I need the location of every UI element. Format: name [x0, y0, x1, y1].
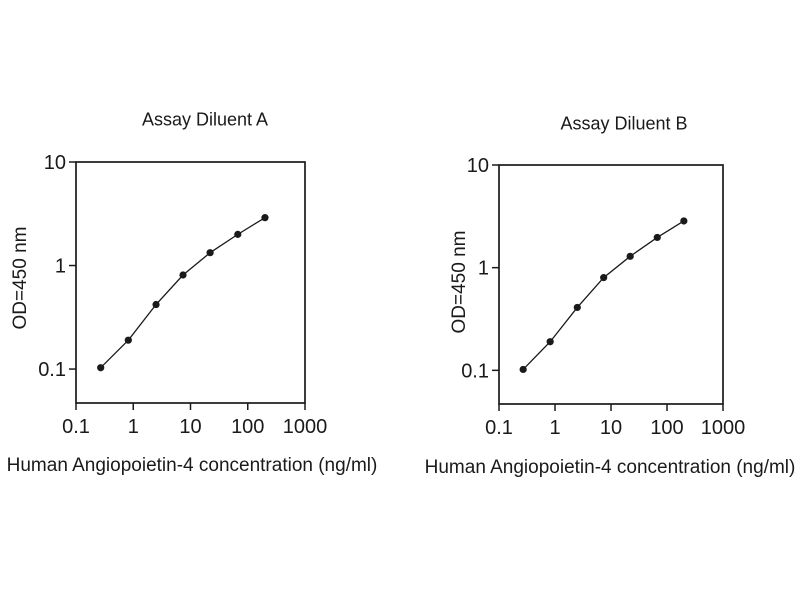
data-point-marker: [600, 274, 608, 282]
y-tick-label: 10: [44, 152, 66, 174]
data-point-marker: [546, 338, 554, 346]
x-tick-label: 0.1: [62, 416, 90, 438]
data-point-marker: [234, 230, 242, 238]
standard-curve-line: [522, 220, 685, 370]
x-tick-label: 1: [549, 417, 560, 439]
data-point-marker: [124, 336, 132, 344]
y-tick-label: 1: [55, 256, 66, 278]
x-tick-label: 10: [179, 416, 201, 438]
plot-frame: [498, 164, 724, 405]
y-tick-label: 0.1: [461, 360, 489, 382]
standard-curve-line: [100, 217, 266, 369]
data-point-marker: [653, 233, 661, 242]
data-point-marker: [573, 303, 581, 312]
y-tick-label: 0.1: [38, 359, 66, 381]
chart-b-title: Assay Diluent B: [560, 113, 688, 134]
x-tick-label: 100: [231, 416, 264, 438]
data-point-marker: [179, 271, 187, 279]
x-tick-label: 1: [128, 416, 139, 438]
y-tick-label: 10: [467, 155, 489, 177]
data-point-marker: [261, 214, 269, 222]
plot-frame: [75, 161, 306, 404]
chart-a-title: Assay Diluent A: [141, 109, 269, 130]
x-tick-label: 1000: [701, 417, 746, 439]
data-point-marker: [680, 217, 688, 225]
data-point-marker: [626, 252, 634, 260]
chart-b-x-axis-label: Human Angiopoietin-4 concentration (ng/m…: [424, 457, 796, 478]
data-point-marker: [152, 300, 160, 309]
chart-b-y-axis-label: OD=450 nm: [449, 230, 470, 334]
x-tick-label: 0.1: [485, 417, 513, 439]
data-point-marker: [97, 364, 105, 372]
y-tick-label: 1: [478, 258, 489, 280]
chart-a-y-axis-label: OD=450 nm: [10, 226, 31, 330]
x-tick-label: 10: [600, 417, 622, 439]
data-point-marker: [206, 249, 214, 257]
x-tick-label: 100: [650, 417, 683, 439]
x-tick-label: 1000: [283, 416, 328, 438]
chart-a-x-axis-label: Human Angiopoietin-4 concentration (ng/m…: [6, 455, 378, 476]
data-point-marker: [519, 365, 527, 374]
